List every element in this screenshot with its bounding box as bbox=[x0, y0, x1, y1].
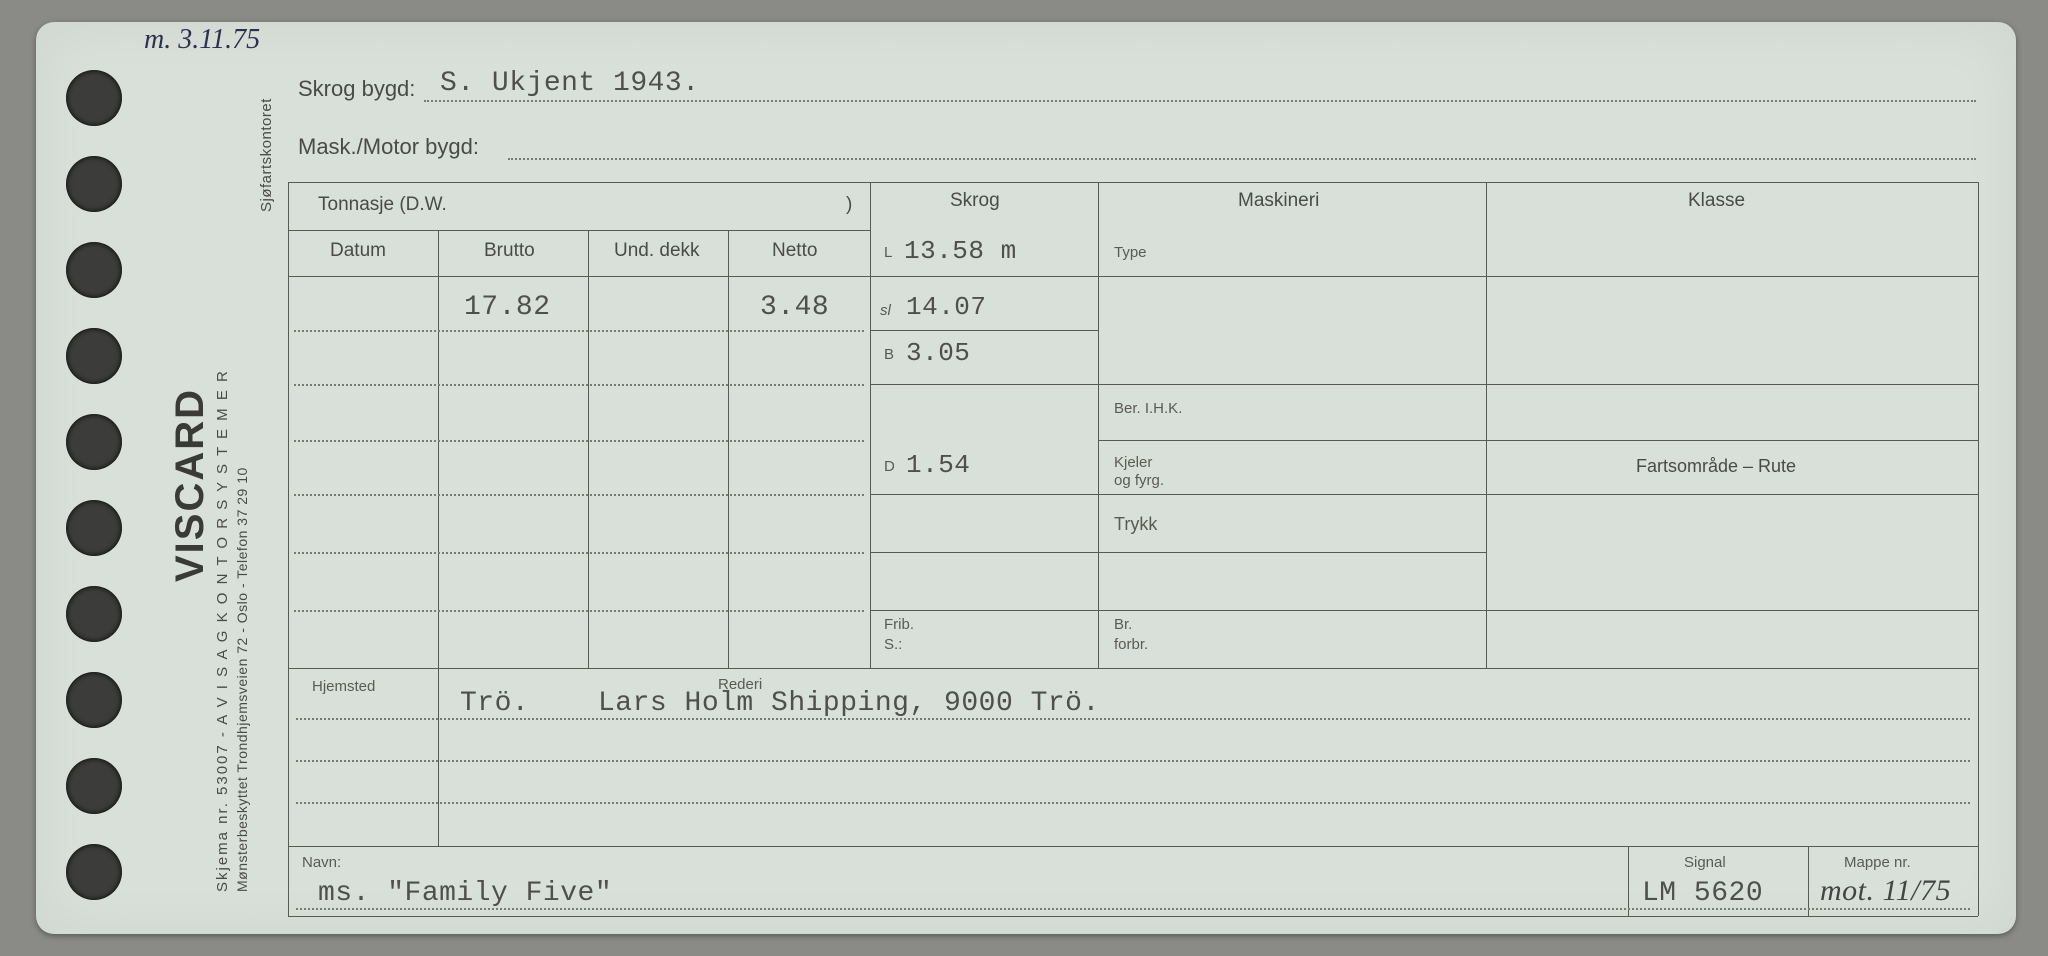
signal-label: Signal bbox=[1684, 854, 1726, 871]
rule bbox=[1978, 182, 1979, 916]
fartsomrade-label: Fartsområde – Rute bbox=[1636, 456, 1796, 477]
klasse-header: Klasse bbox=[1688, 190, 1745, 212]
punch-hole bbox=[66, 242, 122, 298]
rule bbox=[438, 230, 439, 668]
mask-br: Br. bbox=[1114, 616, 1132, 633]
punch-hole bbox=[66, 156, 122, 212]
skrog-sub-value: 14.07 bbox=[906, 292, 987, 322]
dotted-line bbox=[294, 440, 864, 442]
rule bbox=[288, 182, 1978, 183]
dotted-line bbox=[294, 494, 864, 496]
mappe-label: Mappe nr. bbox=[1844, 854, 1911, 871]
rule bbox=[870, 182, 871, 668]
form-grid: Skrog bygd: S. Ukjent 1943. Mask./Motor … bbox=[288, 70, 1988, 916]
dotted-line bbox=[294, 552, 864, 554]
skrog-frib-label: Frib. bbox=[884, 616, 914, 633]
dotted-line bbox=[508, 158, 1976, 160]
rule bbox=[1486, 440, 1978, 441]
dotted-line bbox=[294, 330, 864, 332]
side-line3: Sjøfartskontoret bbox=[258, 98, 275, 212]
navn-label: Navn: bbox=[302, 854, 341, 871]
skrog-bygd-label: Skrog bygd: bbox=[298, 76, 415, 102]
rule bbox=[1628, 846, 1629, 916]
dotted-line bbox=[294, 610, 864, 612]
skrog-s-label: S.: bbox=[884, 636, 902, 653]
dotted-line bbox=[294, 384, 864, 386]
skrog-L-value: 13.58 m bbox=[904, 236, 1017, 266]
side-line1: Skjema nr. 53007 - A V I S A G K O N T O… bbox=[214, 369, 231, 892]
punch-hole bbox=[66, 672, 122, 728]
dotted-line bbox=[296, 802, 1970, 804]
hjemsted-value: Trö. bbox=[460, 688, 529, 719]
punch-hole bbox=[66, 844, 122, 900]
rule bbox=[1486, 494, 1978, 495]
mask-forbr: forbr. bbox=[1114, 636, 1148, 653]
hjemsted-label: Hjemsted bbox=[312, 678, 375, 695]
mask-ber: Ber. I.H.K. bbox=[1114, 400, 1182, 417]
rule bbox=[1098, 440, 1486, 441]
rule bbox=[288, 668, 1978, 669]
rule bbox=[870, 494, 1486, 495]
skrog-header: Skrog bbox=[950, 190, 1000, 212]
mask-trykk: Trykk bbox=[1114, 514, 1157, 535]
punch-hole bbox=[66, 500, 122, 556]
index-card: m. 3.11.75 VISCARD Skjema nr. 53007 - A … bbox=[36, 22, 2016, 934]
col-brutto: Brutto bbox=[484, 240, 535, 262]
rule bbox=[870, 384, 1978, 385]
skrog-L-label: L bbox=[884, 244, 892, 261]
punch-hole bbox=[66, 586, 122, 642]
maskineri-header: Maskineri bbox=[1238, 190, 1319, 212]
punch-hole bbox=[66, 70, 122, 126]
col-unddekk: Und. dekk bbox=[614, 240, 700, 262]
rule bbox=[288, 230, 870, 231]
signal-value: LM 5620 bbox=[1642, 878, 1763, 909]
punch-hole bbox=[66, 414, 122, 470]
mask-motor-label: Mask./Motor bygd: bbox=[298, 134, 479, 160]
col-netto: Netto bbox=[772, 240, 817, 262]
rule bbox=[288, 276, 1978, 277]
mask-fyrg: og fyrg. bbox=[1114, 472, 1164, 489]
rule bbox=[438, 668, 439, 846]
dotted-line bbox=[296, 760, 1970, 762]
brutto-value: 17.82 bbox=[464, 292, 551, 323]
netto-value: 3.48 bbox=[760, 292, 829, 323]
mappe-value: mot. 11/75 bbox=[1820, 874, 1951, 908]
rule bbox=[870, 552, 1486, 553]
navn-value: ms. "Family Five" bbox=[318, 878, 612, 909]
side-line2: Mønsterbeskyttet Trondhjemsveien 72 - Os… bbox=[234, 467, 250, 892]
skrog-D-label: D bbox=[884, 458, 895, 475]
tonnasje-close: ) bbox=[846, 194, 852, 216]
dotted-line bbox=[424, 100, 1976, 102]
mask-kjeler: Kjeler bbox=[1114, 454, 1152, 471]
skrog-bygd-value: S. Ukjent 1943. bbox=[440, 68, 700, 99]
skrog-D-value: 1.54 bbox=[906, 450, 970, 480]
rule bbox=[870, 610, 1978, 611]
punch-hole bbox=[66, 758, 122, 814]
tonnasje-label: Tonnasje (D.W. bbox=[318, 194, 447, 216]
brand-viscard: VISCARD bbox=[168, 388, 213, 582]
skrog-B-value: 3.05 bbox=[906, 338, 970, 368]
rule bbox=[288, 916, 1978, 917]
rule bbox=[870, 330, 1098, 331]
rule bbox=[288, 182, 289, 916]
rule bbox=[1098, 182, 1099, 668]
rule bbox=[288, 846, 1978, 847]
rule bbox=[728, 230, 729, 668]
rule bbox=[588, 230, 589, 668]
mask-type: Type bbox=[1114, 244, 1147, 261]
punch-hole bbox=[66, 328, 122, 384]
dotted-line bbox=[296, 718, 1970, 720]
rule bbox=[1486, 182, 1487, 668]
rule bbox=[1808, 846, 1809, 916]
handwritten-date: m. 3.11.75 bbox=[144, 24, 260, 56]
skrog-B-label: B bbox=[884, 346, 894, 363]
col-datum: Datum bbox=[330, 240, 386, 262]
rederi-value: Lars Holm Shipping, 9000 Trö. bbox=[598, 688, 1100, 719]
skrog-sub-label: sl bbox=[880, 302, 891, 319]
